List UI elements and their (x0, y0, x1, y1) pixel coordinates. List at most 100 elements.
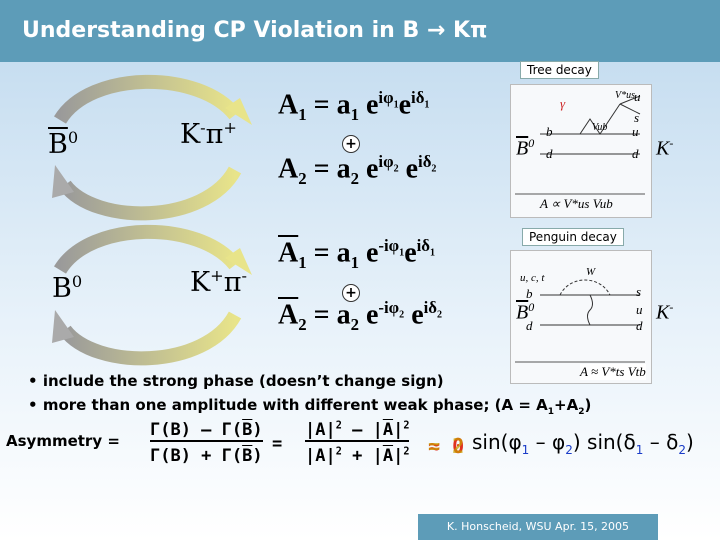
amplitude: A (278, 299, 299, 331)
equation: A2 = a2 e-iφ2 eiδ2 (278, 298, 442, 335)
charge: 0 (528, 300, 535, 314)
subscript: 1 (635, 443, 644, 457)
amplitude-formula: A ∝ V*us Vub (540, 196, 613, 211)
power: 2 (335, 420, 342, 432)
term: e (358, 153, 379, 185)
particle: π (223, 267, 242, 298)
term: iδ (418, 152, 432, 171)
term: + | (341, 446, 383, 466)
term: – φ (529, 430, 566, 454)
strong-phase: iδ2 (418, 152, 437, 175)
equation: A1 = a1 e-iφ1eiδ1 (278, 236, 435, 273)
charge: - (669, 136, 674, 150)
term: e (358, 299, 379, 331)
bullet-text: more than one amplitude with different w… (42, 396, 548, 414)
subscript: 1 (393, 99, 399, 111)
charge: 0 (67, 128, 79, 147)
bullet-text: ) (584, 396, 592, 414)
subscript: 1 (430, 247, 436, 259)
term: e (398, 89, 412, 121)
arrow (54, 224, 241, 275)
arrow-head (52, 310, 74, 343)
charge: + (223, 118, 237, 137)
subscript: 2 (298, 168, 307, 188)
coupling: Vub (592, 122, 608, 133)
equation: A1 = a1 eiφ1eiδ1 (278, 88, 429, 125)
subscript: 2 (565, 443, 573, 457)
subscript: 2 (437, 309, 443, 321)
arrow (54, 74, 241, 125)
term: -iφ (378, 298, 400, 317)
term: iδ (416, 236, 431, 255)
term: e (398, 153, 419, 185)
quark: s (636, 284, 642, 299)
strong-phase: iδ1 (416, 236, 436, 259)
subscript: 2 (350, 314, 359, 334)
charge: + (210, 266, 224, 285)
approx-zero: ≈ 0 (428, 434, 465, 458)
quark: d (546, 146, 553, 161)
term: e (358, 89, 379, 121)
charge: - (200, 118, 206, 137)
term: iδ (423, 298, 438, 317)
header-bar (0, 0, 720, 62)
term: A (382, 446, 394, 466)
term: |A| (305, 420, 336, 440)
charge: 0 (71, 272, 83, 291)
weak-phase: iφ2 (378, 152, 398, 174)
amplitude: A (278, 153, 299, 185)
photon: γ (560, 96, 566, 111)
particle: π (205, 119, 224, 150)
arrow-head (225, 248, 252, 275)
tree-panel (510, 84, 652, 218)
quark: s (634, 110, 640, 125)
boson: W (586, 266, 596, 278)
arrow-head (52, 165, 74, 198)
particle: K (180, 119, 201, 150)
strong-phase: iδ1 (411, 88, 430, 111)
footer: K. Honscheid, WSU Apr. 15, 2005 (418, 514, 658, 540)
asymmetry-label: Asymmetry = (6, 432, 120, 450)
term: A (382, 420, 394, 440)
subscript: 1 (298, 252, 307, 272)
term: Γ(B) – Γ( (150, 420, 243, 440)
term: = a (306, 153, 351, 185)
term: ) sin(δ (572, 430, 636, 454)
term: |A| (305, 446, 336, 466)
quark: u (636, 302, 643, 317)
loop-quarks: u, c, t (520, 272, 545, 284)
amplitude: A (278, 237, 299, 269)
quark: d (636, 318, 643, 333)
particle: B (48, 129, 68, 160)
term: Γ(B) + Γ( (150, 446, 243, 466)
kaon-symbol: K (656, 137, 670, 160)
quark: u (634, 89, 641, 104)
term: – δ (643, 430, 679, 454)
tree-label: Tree decay (520, 61, 599, 79)
term: e (404, 299, 424, 331)
subscript: 2 (431, 163, 437, 175)
penguin-label: Penguin decay (522, 228, 624, 246)
subscript: 1 (521, 443, 530, 457)
term: = a (306, 299, 351, 331)
denominator: Γ(B) + Γ(B) (150, 446, 263, 466)
reaction-final: K+π- (190, 266, 247, 298)
subscript: 1 (424, 99, 430, 111)
power: 2 (403, 420, 410, 432)
weak-phase: -iφ2 (378, 298, 404, 320)
bullet: • more than one amplitude with different… (28, 396, 592, 417)
charge: - (669, 300, 674, 314)
tree-diagram (515, 95, 645, 195)
bullet-text: +A (554, 396, 579, 414)
term: iφ (378, 152, 394, 171)
term: | (393, 420, 404, 440)
kaon: K- (656, 136, 673, 161)
quark-line (619, 95, 641, 105)
arrow-head (225, 98, 252, 125)
strong-phase: iδ2 (423, 298, 443, 321)
subscript: 1 (399, 247, 405, 259)
term: e (358, 237, 379, 269)
term: e (404, 237, 417, 269)
